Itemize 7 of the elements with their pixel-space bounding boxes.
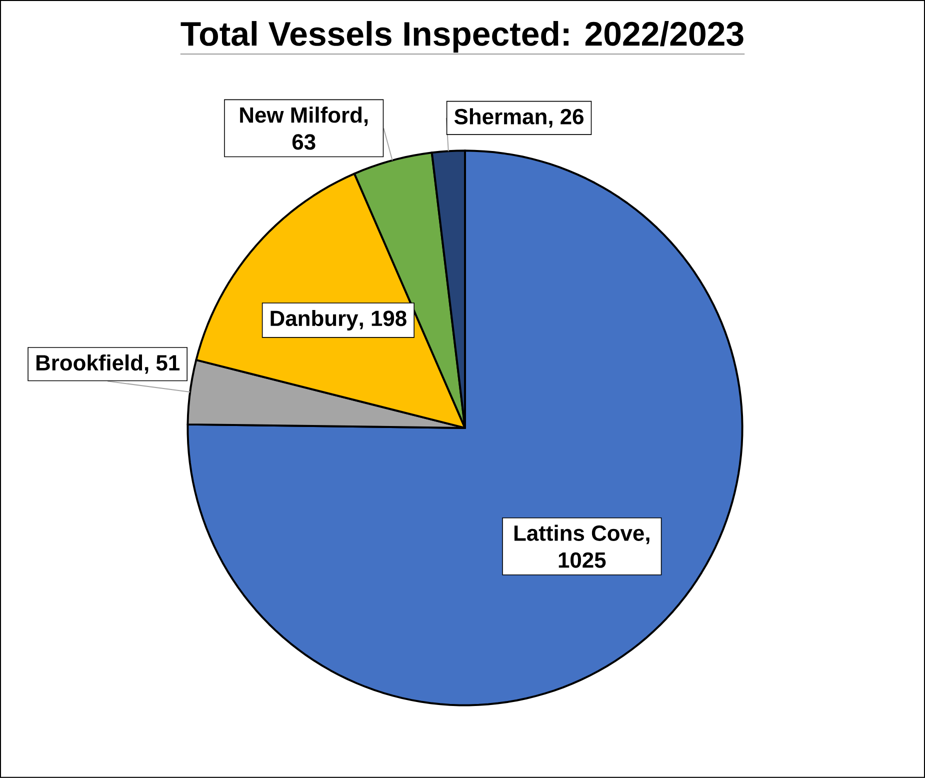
slice-label: Brookfield — [36, 354, 142, 371]
chart-title: Total Vessels Inspected: 2022/2023 — [180, 21, 744, 53]
data-label: , 26 — [549, 108, 584, 128]
data-label: , 198 — [360, 310, 406, 330]
slice-label: Sherman — [454, 108, 546, 124]
data-label: , 51 — [145, 355, 180, 374]
slice-label: Danbury — [270, 310, 358, 331]
